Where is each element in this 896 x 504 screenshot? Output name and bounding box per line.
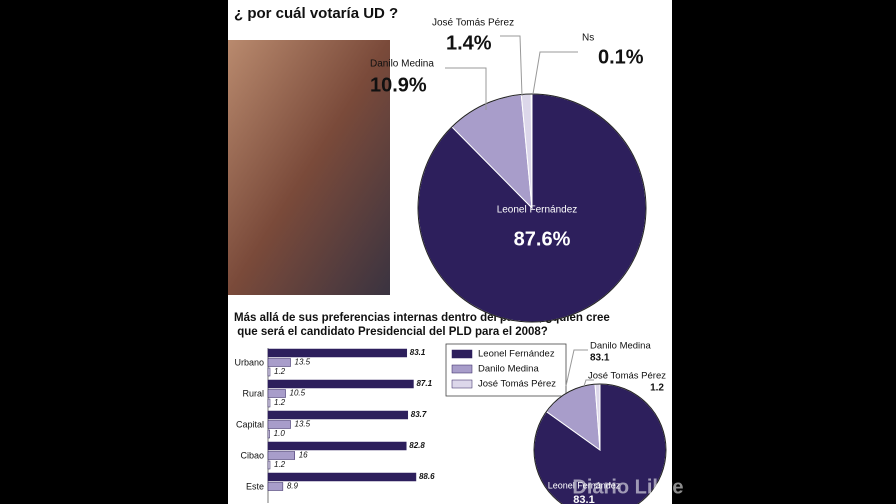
slice-label: 87.6% xyxy=(514,228,571,250)
leader-line xyxy=(445,67,487,110)
slice-name: José Tomás Pérez xyxy=(588,371,666,382)
leader-line xyxy=(532,51,578,95)
slice-label: 83.1 xyxy=(573,494,594,504)
bar xyxy=(267,429,270,439)
bar xyxy=(267,348,408,358)
pie-outline xyxy=(533,383,667,504)
bar xyxy=(267,460,271,470)
slice-name: Leonel Fernández xyxy=(548,480,621,490)
bar xyxy=(267,367,271,377)
slice-label: 83.1 xyxy=(590,353,610,364)
y-tick-label: Rural xyxy=(242,388,264,398)
slice-name: Leonel Fernández xyxy=(497,205,578,216)
value-label: 13.5 xyxy=(295,420,311,429)
y-tick-label: Este xyxy=(246,481,264,491)
legend-label: José Tomás Pérez xyxy=(478,379,556,390)
bar xyxy=(267,420,291,429)
leader-line xyxy=(583,379,594,387)
bar xyxy=(267,398,271,408)
bar xyxy=(267,482,284,491)
slice-label: 0.1% xyxy=(598,46,644,68)
value-label: 83.1 xyxy=(410,348,426,357)
leader-line xyxy=(500,35,523,97)
legend-label: Leonel Fernández xyxy=(478,349,555,360)
value-label: 8.9 xyxy=(287,482,299,491)
pie-outline xyxy=(417,93,647,323)
value-label: 87.1 xyxy=(416,379,432,388)
legend-swatch xyxy=(451,379,473,389)
bar xyxy=(267,410,409,420)
slice-label: 10.9% xyxy=(370,74,427,96)
value-label: 88.6 xyxy=(419,472,435,481)
bar xyxy=(267,472,417,482)
watermark: Diario Libre xyxy=(572,476,683,498)
slice-label: 1.4% xyxy=(446,32,492,54)
bar xyxy=(267,379,414,389)
bar xyxy=(267,451,295,460)
value-label: 83.7 xyxy=(411,410,427,419)
value-label: 1.2 xyxy=(274,398,286,407)
value-label: 1.2 xyxy=(274,460,286,469)
value-label: 1.2 xyxy=(274,367,286,376)
y-tick-label: Urbano xyxy=(234,357,264,367)
leader-line xyxy=(565,349,588,387)
value-label: 1.0 xyxy=(274,429,286,438)
slice-label: 1.2 xyxy=(650,383,664,394)
y-tick-label: Capital xyxy=(236,419,264,429)
slice-name: Danilo Medina xyxy=(590,341,651,352)
legend-swatch xyxy=(451,364,473,374)
value-label: 13.5 xyxy=(295,358,311,367)
photo xyxy=(228,40,390,295)
slice-name: Danilo Medina xyxy=(370,59,434,70)
value-label: 82.8 xyxy=(409,441,425,450)
legend-swatch xyxy=(451,349,473,359)
bar xyxy=(267,389,286,398)
value-label: 16 xyxy=(299,451,308,460)
slice-name: José Tomás Pérez xyxy=(432,18,514,29)
bar xyxy=(267,441,407,451)
legend-label: Danilo Medina xyxy=(478,364,539,375)
chart-title: ¿ por cuál votaría UD ? xyxy=(234,5,398,22)
bar xyxy=(267,358,291,367)
slice-name: Ns xyxy=(582,33,594,44)
y-tick-label: Cibao xyxy=(240,450,264,460)
value-label: 10.5 xyxy=(290,389,306,398)
